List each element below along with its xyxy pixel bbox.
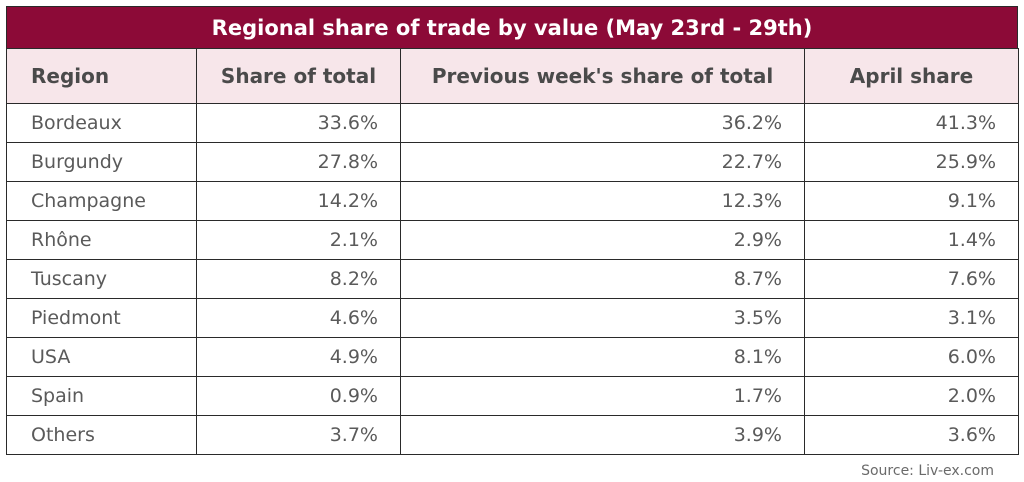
table-row: USA 4.9% 8.1% 6.0% — [6, 337, 1019, 377]
april-share-cell: 7.6% — [804, 259, 1019, 299]
april-share-cell: 6.0% — [804, 337, 1019, 377]
april-share-cell: 2.0% — [804, 376, 1019, 416]
share-of-total-cell: 4.6% — [196, 298, 401, 338]
table-row: Champagne 14.2% 12.3% 9.1% — [6, 181, 1019, 221]
share-of-total-cell: 33.6% — [196, 103, 401, 143]
column-header-share-of-total: Share of total — [196, 48, 401, 104]
table-title: Regional share of trade by value (May 23… — [6, 6, 1018, 48]
table-row: Others 3.7% 3.9% 3.6% — [6, 415, 1019, 455]
table-row: Spain 0.9% 1.7% 2.0% — [6, 376, 1019, 416]
trade-share-table: Region Share of total Previous week's sh… — [6, 48, 1019, 455]
share-of-total-cell: 8.2% — [196, 259, 401, 299]
region-cell: USA — [6, 337, 197, 377]
share-of-total-cell: 4.9% — [196, 337, 401, 377]
column-header-april-share: April share — [804, 48, 1019, 104]
table-row: Piedmont 4.6% 3.5% 3.1% — [6, 298, 1019, 338]
table-row: Tuscany 8.2% 8.7% 7.6% — [6, 259, 1019, 299]
region-cell: Piedmont — [6, 298, 197, 338]
region-cell: Rhône — [6, 220, 197, 260]
table-row: Bordeaux 33.6% 36.2% 41.3% — [6, 103, 1019, 143]
april-share-cell: 3.6% — [804, 415, 1019, 455]
previous-week-share-cell: 8.1% — [400, 337, 805, 377]
table-row: Rhône 2.1% 2.9% 1.4% — [6, 220, 1019, 260]
table-row: Burgundy 27.8% 22.7% 25.9% — [6, 142, 1019, 182]
region-cell: Champagne — [6, 181, 197, 221]
previous-week-share-cell: 8.7% — [400, 259, 805, 299]
april-share-cell: 9.1% — [804, 181, 1019, 221]
region-cell: Others — [6, 415, 197, 455]
previous-week-share-cell: 2.9% — [400, 220, 805, 260]
share-of-total-cell: 14.2% — [196, 181, 401, 221]
april-share-cell: 41.3% — [804, 103, 1019, 143]
share-of-total-cell: 0.9% — [196, 376, 401, 416]
share-of-total-cell: 3.7% — [196, 415, 401, 455]
previous-week-share-cell: 36.2% — [400, 103, 805, 143]
share-of-total-cell: 2.1% — [196, 220, 401, 260]
april-share-cell: 25.9% — [804, 142, 1019, 182]
region-cell: Spain — [6, 376, 197, 416]
previous-week-share-cell: 22.7% — [400, 142, 805, 182]
column-header-previous-week-share: Previous week's share of total — [400, 48, 805, 104]
previous-week-share-cell: 3.9% — [400, 415, 805, 455]
region-cell: Bordeaux — [6, 103, 197, 143]
region-cell: Tuscany — [6, 259, 197, 299]
column-header-region: Region — [6, 48, 197, 104]
previous-week-share-cell: 1.7% — [400, 376, 805, 416]
table-body: Bordeaux 33.6% 36.2% 41.3% Burgundy 27.8% 22.7… — [6, 103, 1019, 455]
previous-week-share-cell: 12.3% — [400, 181, 805, 221]
share-of-total-cell: 27.8% — [196, 142, 401, 182]
april-share-cell: 1.4% — [804, 220, 1019, 260]
header-row: Region Share of total Previous week's sh… — [6, 48, 1019, 104]
source-note: Source: Liv-ex.com — [861, 463, 994, 479]
previous-week-share-cell: 3.5% — [400, 298, 805, 338]
trade-share-table-container: Regional share of trade by value (May 23… — [6, 6, 1019, 455]
region-cell: Burgundy — [6, 142, 197, 182]
april-share-cell: 3.1% — [804, 298, 1019, 338]
